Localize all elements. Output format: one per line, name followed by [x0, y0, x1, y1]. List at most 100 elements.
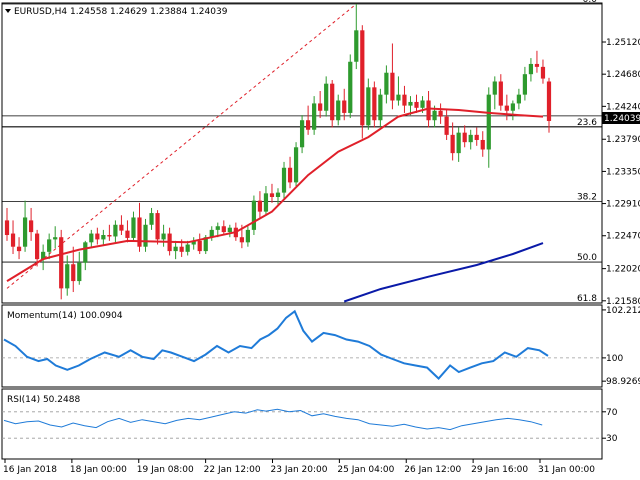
candle-body: [107, 235, 112, 237]
price-tick-label: 1.25120: [606, 38, 640, 48]
candle-body: [360, 30, 365, 126]
candle-body: [414, 101, 419, 108]
candle-body: [47, 239, 52, 252]
candle-body: [546, 81, 552, 121]
candle-body: [336, 100, 341, 121]
candle-body: [203, 237, 208, 252]
collapse-triangle-icon[interactable]: [5, 9, 11, 13]
candle-body: [534, 63, 540, 67]
time-tick-label: 29 Jan 16:00: [471, 465, 528, 475]
fib-level-label: 38.2: [577, 192, 597, 202]
candle-body: [522, 74, 528, 95]
price-layer: 0.0 23.6 38.2 50.0 61.8: [2, 0, 602, 304]
momentum-tick-label: 98.9269: [606, 377, 640, 387]
candle-body: [191, 240, 196, 245]
rsi-panel: [1, 388, 603, 460]
candle-body: [408, 101, 413, 106]
candle-body: [287, 167, 293, 183]
time-tick-label: 16 Jan 2018: [3, 465, 57, 475]
candle-body: [438, 110, 443, 117]
candle-body: [22, 217, 28, 247]
candle-body: [239, 237, 244, 243]
candle-body: [65, 264, 70, 289]
candle-body: [390, 72, 395, 101]
candle-body: [342, 100, 347, 113]
candle-body: [143, 224, 148, 247]
price-tick-label: 1.24240: [606, 102, 640, 112]
candle-body: [209, 229, 214, 238]
price-tick-label: 1.24680: [606, 70, 640, 80]
rsi-layer: [2, 408, 602, 439]
candle-body: [215, 226, 220, 230]
candle-body: [510, 103, 515, 111]
momentum-line: [3, 309, 549, 380]
current-price-badge: [602, 112, 640, 124]
time-tick-label: 22 Jan 12:00: [204, 465, 261, 475]
candle-body: [95, 233, 100, 240]
candle-body: [137, 217, 142, 247]
momentum-title: Momentum(14) 100.0904: [7, 311, 123, 321]
candle-body: [318, 103, 323, 111]
candle-body: [221, 226, 226, 233]
candle-body: [516, 94, 521, 104]
time-tick-label: 23 Jan 20:00: [271, 465, 328, 475]
time-tick-label: 25 Jan 04:00: [337, 465, 394, 475]
fib-level-label: 0.0: [583, 0, 598, 5]
current-price-label: 1.24039: [604, 114, 640, 124]
candle-body: [257, 200, 263, 212]
candle-body: [498, 81, 503, 106]
candle-body: [35, 233, 40, 260]
candle-body: [119, 224, 124, 231]
candle-body: [456, 132, 461, 154]
rsi-title: RSI(14) 50.2488: [7, 395, 80, 405]
candle-body: [540, 66, 546, 79]
candle-body: [77, 262, 82, 282]
candle-body: [420, 100, 425, 108]
momentum-layer: [2, 309, 602, 380]
candle-body: [396, 94, 401, 101]
candle-body: [432, 110, 437, 121]
price-tick-label: 1.21580: [606, 297, 640, 307]
candle-body: [378, 94, 383, 121]
candle-body: [372, 87, 377, 121]
candle-body: [281, 167, 287, 193]
fib-level-label: 23.6: [577, 118, 597, 128]
candle-body: [492, 81, 497, 95]
rsi-tick-label: 70: [606, 408, 618, 418]
candle-body: [474, 134, 479, 140]
candle-body: [450, 134, 455, 154]
candle-body: [348, 61, 353, 113]
candle-body: [462, 132, 467, 143]
candle-body: [59, 237, 64, 289]
price-tick-label: 1.22470: [606, 232, 640, 242]
candle-body: [227, 227, 232, 233]
long-moving-average-line: [343, 242, 544, 303]
candle-body: [384, 72, 389, 95]
candle-body: [312, 103, 317, 130]
fib-level-label: 50.0: [577, 253, 597, 263]
time-tick-label: 19 Jan 08:00: [137, 465, 194, 475]
price-tick-label: 1.23350: [606, 167, 640, 177]
candle-body: [149, 213, 154, 225]
candle-body: [275, 192, 281, 197]
candle-body: [28, 220, 34, 233]
candle-body: [155, 213, 160, 240]
candle-body: [185, 244, 190, 252]
candle-body: [71, 264, 76, 282]
candle-body: [131, 217, 136, 238]
price-tick-label: 1.22020: [606, 265, 640, 275]
candle-body: [179, 246, 184, 252]
candle-body: [83, 242, 88, 263]
candle-body: [468, 134, 473, 143]
time-tick-label: 26 Jan 12:00: [404, 465, 461, 475]
time-tick-label: 18 Jan 00:00: [70, 465, 127, 475]
candle-body: [173, 246, 178, 252]
candle-body: [480, 139, 485, 150]
price-chart-title: EURUSD,H4 1.24558 1.24629 1.23884 1.2403…: [14, 7, 228, 17]
time-tick-label: 31 Jan 00:00: [538, 465, 595, 475]
candle-body: [197, 240, 202, 252]
candle-body: [324, 83, 329, 111]
candle-body: [53, 237, 58, 240]
candle-body: [504, 105, 509, 111]
